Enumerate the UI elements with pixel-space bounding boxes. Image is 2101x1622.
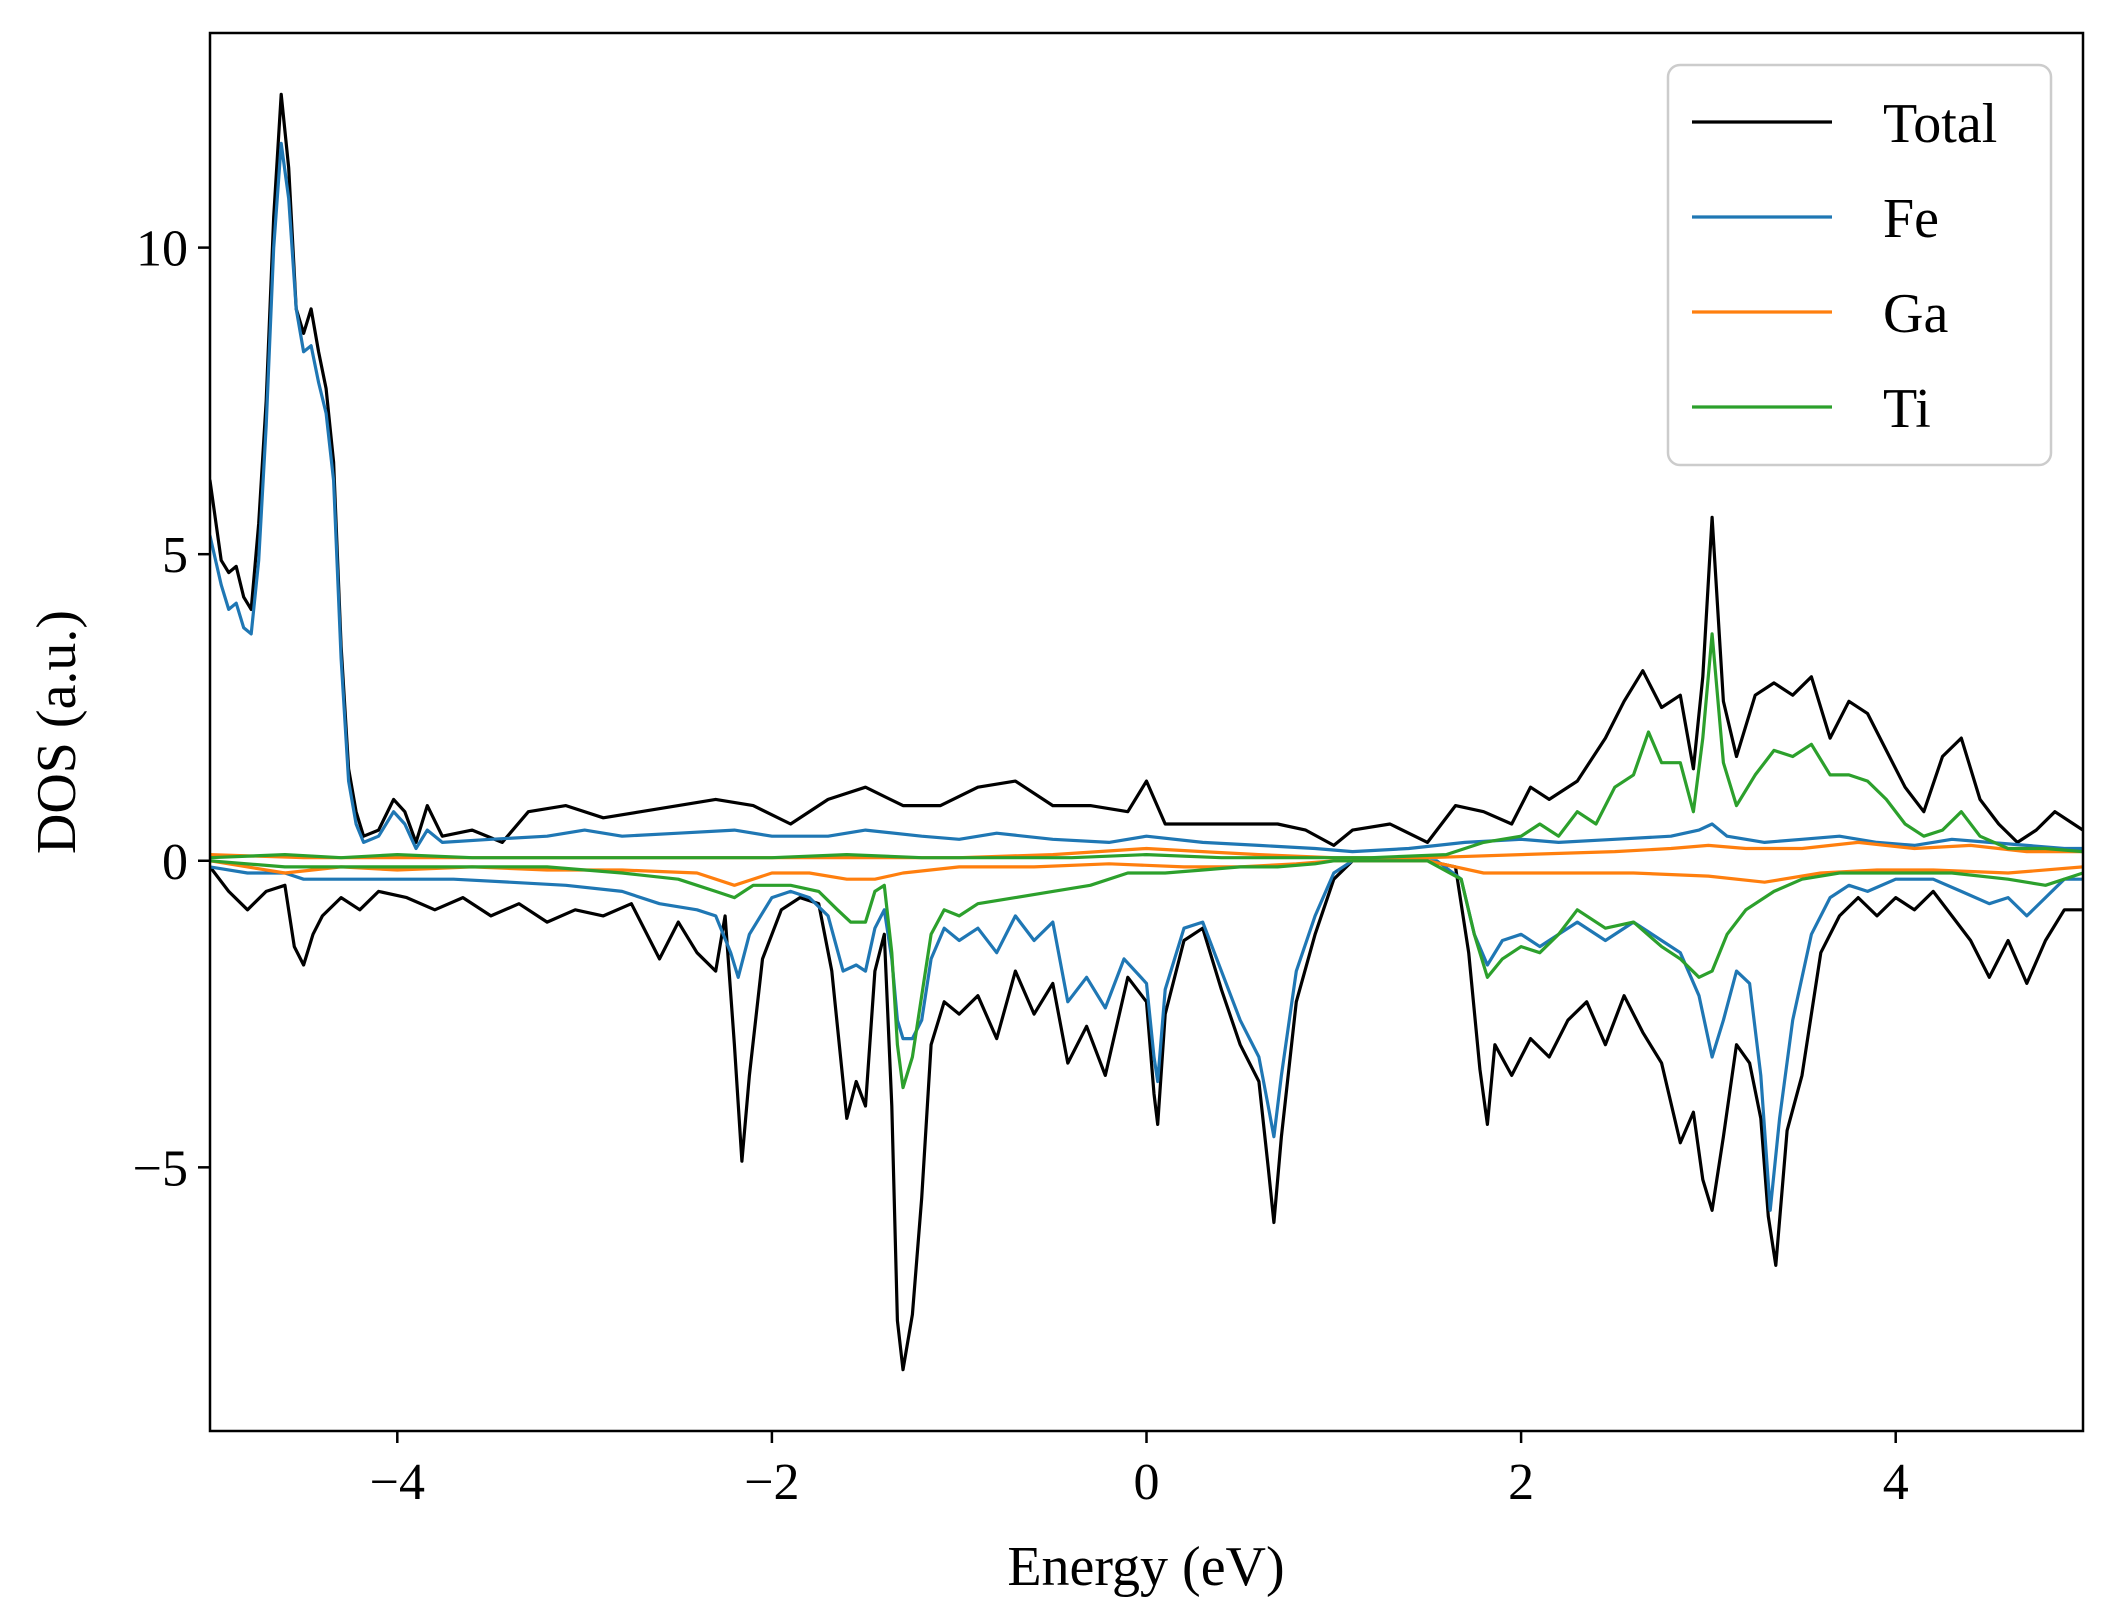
y-tick-label: −5 <box>133 1140 188 1197</box>
y-tick-label: 0 <box>162 834 188 891</box>
series-line-ti-up <box>210 632 2083 860</box>
series-line-ti-down <box>210 859 2083 1090</box>
x-tick-label: −4 <box>370 1454 425 1511</box>
x-axis: −4 −2 0 2 4 <box>370 1431 1909 1511</box>
legend-box <box>1666 63 2053 467</box>
legend: Total Fe Ga Ti <box>1666 63 2053 467</box>
series-layer <box>210 92 2083 1372</box>
x-tick-label: 4 <box>1883 1454 1909 1511</box>
x-tick-label: 0 <box>1134 1454 1160 1511</box>
y-tick-label: 5 <box>162 527 188 584</box>
x-tick-label: 2 <box>1508 1454 1534 1511</box>
x-axis-label: Energy (eV) <box>1007 1536 1284 1598</box>
x-tick-label: −2 <box>744 1454 799 1511</box>
series-line-fe-down <box>210 859 2083 1212</box>
y-tick-label: 10 <box>136 221 188 278</box>
series-line-total-down <box>210 859 2083 1372</box>
legend-label-ti: Ti <box>1883 378 1931 440</box>
series-line-fe-up <box>210 141 2083 854</box>
legend-label-total: Total <box>1883 93 1997 155</box>
legend-label-ga: Ga <box>1883 283 1948 345</box>
y-axis: −5 0 5 10 <box>133 221 210 1197</box>
series-line-ga-down <box>210 859 2083 887</box>
y-axis-label: DOS (a.u.) <box>26 610 88 854</box>
series-line-total-up <box>210 92 2083 847</box>
legend-label-fe: Fe <box>1883 188 1939 250</box>
